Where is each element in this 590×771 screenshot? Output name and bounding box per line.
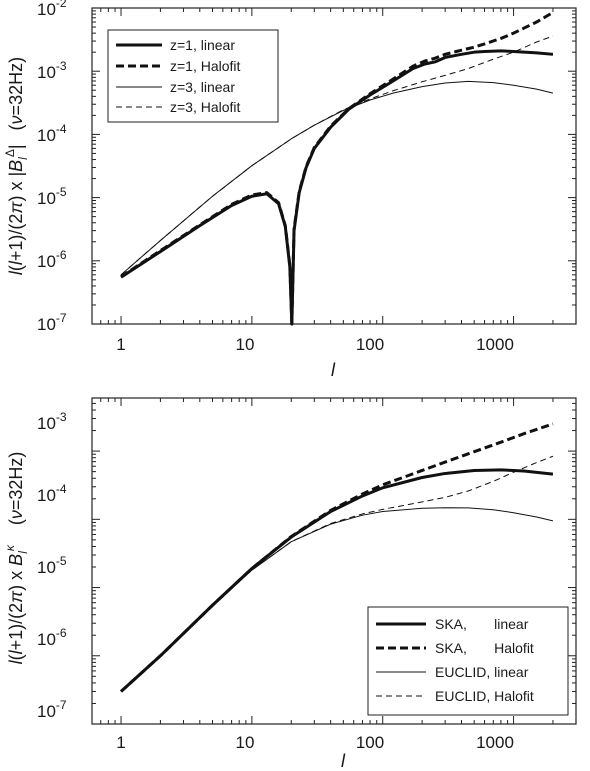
top-series-group <box>120 11 554 326</box>
bottom-legend-label: SKA, linear <box>435 616 529 632</box>
bottom-y-tick-label: 10-4 <box>37 482 67 505</box>
top-legend-label: z=1, linear <box>170 37 235 53</box>
bottom-ticks <box>91 397 577 725</box>
top-x-tick-label: 10 <box>236 335 255 354</box>
bottom-plot-frame <box>91 397 577 725</box>
top-x-tick-label: 1000 <box>476 335 514 354</box>
top-y-tick-label: 10-4 <box>37 122 67 145</box>
top-x-tick-label: 100 <box>356 335 384 354</box>
bottom-y-tick-label: 10-7 <box>37 698 67 721</box>
top-y-tick-label: 10-7 <box>37 311 67 334</box>
bottom-legend-label: SKA, Halofit <box>435 640 534 656</box>
top-y-tick-label: 10-2 <box>37 0 67 19</box>
bottom-x-axis-label: l <box>341 751 346 771</box>
bottom-x-tick-label: 100 <box>356 733 384 752</box>
top-legend-label: z=3, linear <box>170 79 235 95</box>
top-y-tick-label: 10-5 <box>37 185 67 208</box>
bottom-x-tick-label: 1000 <box>476 733 514 752</box>
top-y-tick-labels: 10-7 10-6 10-5 10-4 10-3 10-2 <box>37 0 67 334</box>
top-x-axis-label: l <box>331 360 336 380</box>
bottom-y-tick-label: 10-3 <box>37 410 67 433</box>
series-line-ska-halofit <box>120 422 554 693</box>
top-x-tick-label: 1 <box>116 335 125 354</box>
bottom-legend: SKA, linear SKA, Halofit EUCLID, linear … <box>367 606 569 716</box>
top-ticks <box>91 7 577 325</box>
bottom-legend-label: EUCLID, linear <box>435 664 529 680</box>
bottom-y-tick-labels: 10-7 10-6 10-5 10-4 10-3 <box>37 410 67 721</box>
bottom-series-group <box>120 422 554 693</box>
top-x-tick-labels: 1 10 100 1000 <box>116 335 514 354</box>
bottom-y-tick-label: 10-6 <box>37 626 67 649</box>
bottom-panel: 10-7 10-6 10-5 10-4 10-3 1 10 100 1000 l… <box>3 397 577 771</box>
bottom-x-tick-label: 1 <box>116 733 125 752</box>
bottom-x-tick-labels: 1 10 100 1000 <box>116 733 514 752</box>
bottom-x-tick-label: 10 <box>236 733 255 752</box>
bottom-legend-label: EUCLID, Halofit <box>435 688 534 704</box>
top-panel: 10-7 10-6 10-5 10-4 10-3 10-2 1 10 100 1… <box>3 0 577 380</box>
top-y-axis-label: l(l+1)/(2π) x |BlΔ|(ν=32Hz) <box>3 57 30 275</box>
series-line-z-1-halofit <box>120 11 554 326</box>
top-legend-label: z=3, Halofit <box>170 99 241 115</box>
top-y-tick-label: 10-3 <box>37 59 67 82</box>
bottom-y-axis-label: l(l+1)/(2π) x Blκ(ν=32Hz) <box>3 452 30 665</box>
series-line-euclid-halofit <box>120 455 554 692</box>
top-plot-frame <box>91 7 577 325</box>
top-legend-label: z=1, Halofit <box>170 58 241 74</box>
top-legend: z=1, linear z=1, Halofit z=3, linear z=3… <box>107 29 279 123</box>
series-line-z-1-linear <box>120 49 554 326</box>
series-line-z-3-halofit <box>120 35 554 276</box>
bottom-y-tick-label: 10-5 <box>37 554 67 577</box>
top-y-tick-label: 10-6 <box>37 248 67 271</box>
